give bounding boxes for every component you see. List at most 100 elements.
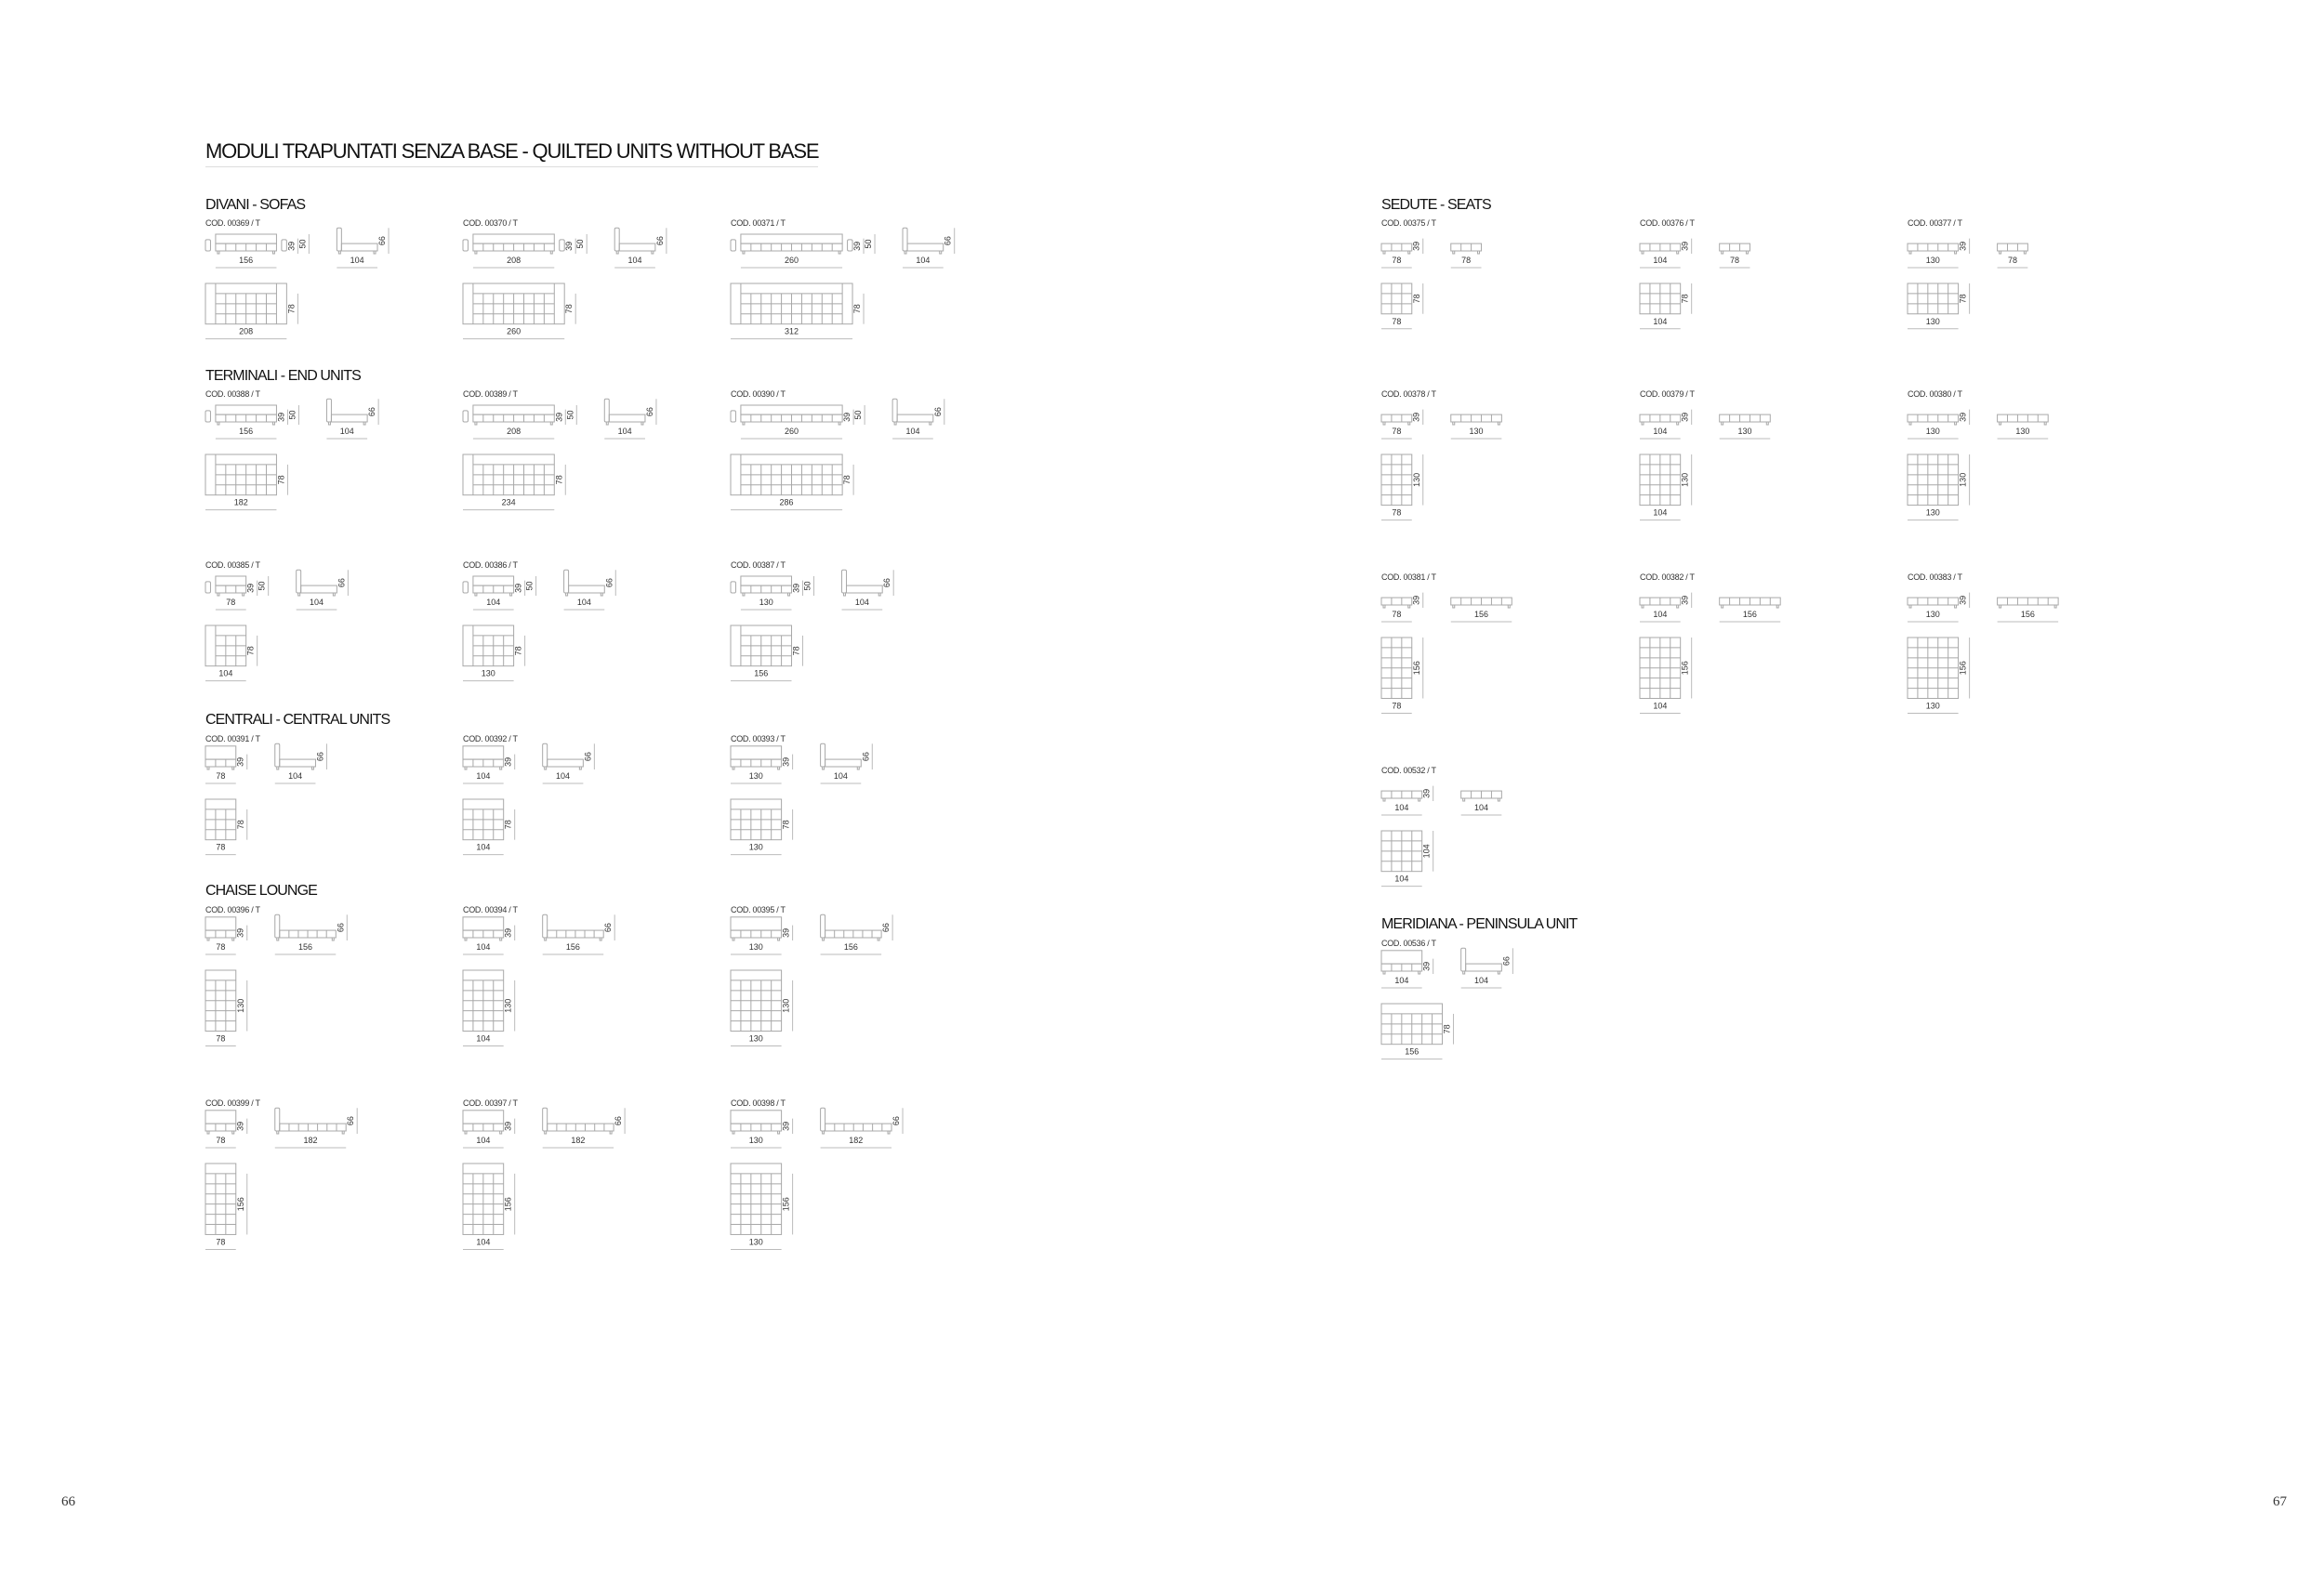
width-dimension: 104 bbox=[556, 771, 570, 781]
backrest bbox=[730, 745, 783, 760]
module-drawing: 39 104 104 104 104 bbox=[1380, 785, 1502, 888]
foot bbox=[464, 766, 468, 770]
backrest bbox=[740, 233, 843, 244]
width-dimension: 78 bbox=[2008, 256, 2017, 265]
width-dimension: 260 bbox=[507, 327, 521, 336]
width-dimension: 104 bbox=[310, 598, 324, 607]
backrest bbox=[205, 916, 237, 931]
side-backrest bbox=[325, 398, 332, 423]
section-heading: MERIDIANA - PENINSULA UNIT bbox=[1381, 916, 1578, 932]
width-dimension: 104 bbox=[476, 771, 490, 781]
foot bbox=[276, 937, 280, 941]
side-seat bbox=[825, 1123, 892, 1132]
depth-dimension: 156 bbox=[504, 1197, 513, 1211]
foot bbox=[373, 250, 376, 255]
height-dimension: 66 bbox=[944, 236, 953, 245]
backrest bbox=[472, 404, 555, 415]
width-dimension: 104 bbox=[916, 256, 930, 265]
front-view: 39 130 bbox=[730, 916, 794, 955]
product-module: COD. 00536 / T 39 104 66 104 78 156 bbox=[1380, 939, 1632, 1217]
side-view: 156 bbox=[1997, 597, 2059, 623]
side-seat bbox=[330, 414, 368, 423]
plan-outline bbox=[1380, 283, 1413, 315]
seat-cushion bbox=[740, 585, 793, 594]
side-seat bbox=[825, 758, 862, 768]
product-code: COD. 00536 / T bbox=[1381, 939, 1436, 948]
width-dimension: 130 bbox=[1470, 427, 1484, 436]
seat-cushion bbox=[1907, 414, 1960, 423]
product-code: COD. 00382 / T bbox=[1640, 572, 1695, 582]
foot bbox=[1452, 604, 1456, 609]
module-drawing: 39 50 260 66 104 78 286 bbox=[730, 398, 945, 511]
depth-dimension: 78 bbox=[286, 304, 296, 313]
foot bbox=[878, 592, 881, 597]
height-dimension: 66 bbox=[377, 236, 387, 245]
foot bbox=[206, 766, 210, 770]
side-seat bbox=[1450, 414, 1502, 423]
width-dimension: 78 bbox=[1392, 508, 1401, 518]
foot bbox=[1676, 604, 1680, 609]
product-code: COD. 00381 / T bbox=[1381, 572, 1436, 582]
depth-dimension: 78 bbox=[514, 646, 523, 655]
width-dimension: 78 bbox=[216, 942, 225, 952]
foot bbox=[206, 1130, 210, 1135]
height-dimension: 39 bbox=[504, 757, 513, 767]
foot bbox=[1954, 250, 1958, 255]
foot bbox=[327, 421, 331, 426]
foot bbox=[929, 421, 932, 426]
foot bbox=[271, 250, 275, 255]
page-title: MODULI TRAPUNTATI SENZA BASE - QUILTED U… bbox=[205, 139, 820, 167]
height-dimension: 66 bbox=[346, 1116, 355, 1125]
module-drawing: 39 50 104 66 104 78 130 bbox=[462, 569, 616, 682]
side-backrest bbox=[820, 743, 826, 768]
armrest bbox=[730, 239, 736, 252]
foot bbox=[549, 250, 553, 255]
seat-cushion bbox=[1380, 414, 1413, 423]
front-view: 39 104 bbox=[462, 745, 516, 784]
armrest bbox=[847, 239, 853, 252]
module-drawing: 39 78 66 104 78 78 bbox=[205, 743, 327, 856]
foot bbox=[1641, 250, 1644, 255]
product-module: COD. 00383 / T 39 130 156 156 130 bbox=[1907, 572, 2159, 851]
width-dimension: 104 bbox=[476, 942, 490, 952]
front-view: 39 50 156 bbox=[205, 233, 310, 269]
foot bbox=[578, 766, 582, 770]
foot bbox=[939, 250, 943, 255]
width-dimension: 78 bbox=[1392, 427, 1401, 436]
width-dimension: 104 bbox=[1474, 976, 1488, 985]
seat-cushion bbox=[215, 585, 247, 594]
module-drawing: 39 104 66 182 156 104 bbox=[462, 1107, 626, 1250]
foot bbox=[1382, 797, 1386, 802]
product-code: COD. 00376 / T bbox=[1640, 218, 1695, 228]
plan-view: 78 208 bbox=[205, 283, 298, 340]
product-module: COD. 00386 / T 39 50 104 66 104 78 130 bbox=[462, 560, 714, 839]
height-dimension: 50 bbox=[565, 410, 574, 419]
section-heading: SEDUTE - SEATS bbox=[1381, 197, 1492, 213]
product-module: COD. 00371 / T 39 50 260 66 104 78 312 bbox=[730, 218, 982, 497]
armrest bbox=[281, 239, 287, 252]
width-dimension: 104 bbox=[1653, 427, 1667, 436]
front-view: 39 78 bbox=[205, 1110, 248, 1149]
product-module: COD. 00378 / T 39 78 130 130 78 bbox=[1380, 389, 1632, 668]
product-module: COD. 00393 / T 39 130 66 104 78 130 bbox=[730, 734, 982, 1013]
width-dimension: 130 bbox=[2015, 427, 2029, 436]
foot bbox=[1908, 604, 1912, 609]
foot bbox=[363, 421, 366, 426]
width-dimension: 104 bbox=[218, 669, 232, 678]
seat-cushion bbox=[730, 1123, 783, 1132]
product-module: COD. 00388 / T 39 50 156 66 104 78 182 bbox=[205, 389, 456, 668]
height-dimension: 39 bbox=[504, 928, 513, 938]
armrest bbox=[205, 410, 211, 423]
product-code: COD. 00371 / T bbox=[731, 218, 786, 228]
product-module: COD. 00370 / T 39 50 208 66 104 78 260 bbox=[462, 218, 714, 497]
foot bbox=[2053, 604, 2057, 609]
side-backrest bbox=[542, 914, 548, 939]
module-drawing: 39 50 156 66 104 78 208 bbox=[205, 227, 390, 340]
width-dimension: 156 bbox=[298, 942, 312, 952]
plan-view: 78 104 bbox=[1639, 283, 1693, 330]
height-dimension: 50 bbox=[287, 410, 297, 419]
product-code: COD. 00398 / T bbox=[731, 1098, 786, 1108]
height-dimension: 39 bbox=[792, 584, 801, 593]
module-drawing: 39 50 130 66 104 78 156 bbox=[730, 569, 894, 682]
foot bbox=[1676, 421, 1680, 426]
